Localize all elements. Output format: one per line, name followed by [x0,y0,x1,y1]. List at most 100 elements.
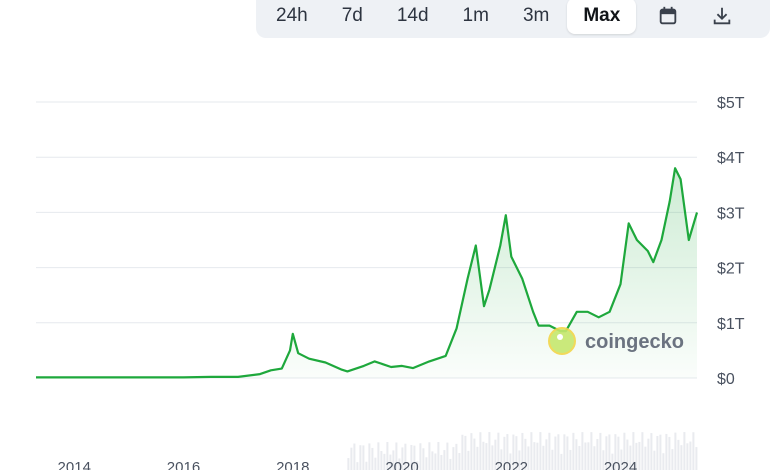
volume-bar [572,432,575,470]
volume-bar [371,447,374,470]
volume-bar [638,441,641,470]
volume-bar [695,447,698,470]
volume-bar [413,445,416,470]
volume-bar [356,462,359,470]
volume-bar [521,432,524,470]
volume-bar [473,438,476,470]
volume-bar [392,450,395,470]
volume-bar [422,448,425,470]
volume-bar [374,457,377,470]
volume-bar [404,443,407,470]
volume-bar [590,432,593,470]
volume-bar [617,436,620,470]
volume-bar [626,439,629,470]
y-tick-label: $3T [717,205,745,222]
tab-24h[interactable]: 24h [276,5,308,26]
volume-bar [461,434,464,470]
volume-bar [608,434,611,470]
volume-bar [512,434,515,470]
volume-bar [488,432,491,470]
x-axis: 2014 2016 2018 2020 2022 2024 [58,459,638,470]
volume-bar [527,446,530,470]
volume-bar [359,445,362,470]
volume-bar [614,434,617,470]
tab-7d[interactable]: 7d [341,5,363,26]
volume-bar [689,441,692,470]
tab-14d[interactable]: 14d [396,5,429,26]
volume-bar [548,432,551,470]
volume-bar [635,442,638,470]
y-tick-label: $4T [717,150,745,167]
x-tick-label: 2018 [276,459,309,470]
volume-bar [455,443,458,470]
volume-bar [464,435,467,470]
volume-bar [518,450,521,470]
x-tick-label: 2024 [604,459,637,470]
volume-bar [566,436,569,470]
volume-bar [497,432,500,470]
calendar-icon [660,6,677,25]
volume-bar [368,443,371,470]
volume-bar [686,443,689,470]
tab-1m[interactable]: 1m [462,5,489,26]
volume-bar [545,439,548,470]
download-icon [714,7,731,25]
volume-bar [530,432,533,470]
volume-bar [650,433,653,470]
volume-bar [479,432,482,470]
volume-bar [458,453,461,470]
volume-bar [677,439,680,470]
volume-bar [632,432,635,470]
volume-bar [410,444,413,470]
download-button[interactable] [698,0,746,34]
volume-bar [605,436,608,470]
volume-bar [587,442,590,470]
volume-bar [692,432,695,470]
volume-bar [578,445,581,470]
volume-bars [347,432,698,470]
volume-bar [482,441,485,470]
volume-bar [398,458,401,470]
timeframe-toolbar: 24h 7d 14d 1m 3m Max [256,0,770,38]
volume-bar [671,449,674,470]
tab-3m[interactable]: 3m [522,5,550,26]
volume-bar [428,442,431,470]
volume-bar [353,443,356,470]
volume-bar [536,442,539,470]
volume-bar [623,432,626,470]
volume-bar [620,449,623,470]
calendar-button[interactable] [644,0,692,34]
volume-bar [491,445,494,470]
volume-bar [437,442,440,470]
y-tick-label: $5T [717,95,745,112]
volume-bar [509,453,512,470]
volume-bar [641,432,644,470]
volume-bar [362,445,365,470]
x-tick-label: 2022 [495,459,528,470]
volume-bar [656,436,659,470]
volume-bar [440,454,443,470]
volume-bar [500,449,503,470]
volume-bar [431,451,434,470]
volume-bar [401,447,404,470]
volume-bar [350,447,353,470]
volume-bar [593,446,596,470]
volume-bar [665,433,668,470]
x-tick-label: 2020 [385,459,418,470]
volume-bar [449,458,452,470]
volume-bar [485,443,488,470]
volume-bar [383,453,386,470]
y-tick-label: $0 [717,371,735,388]
volume-bar [644,446,647,470]
volume-bar [386,442,389,470]
series-line [36,167,699,379]
tab-max[interactable]: Max [567,0,637,34]
volume-bar [602,450,605,470]
volume-bar [494,439,497,470]
volume-bar [524,438,527,470]
x-tick-label: 2014 [58,459,91,470]
volume-bar [659,434,662,470]
volume-bar [470,433,473,470]
volume-bar [584,442,587,470]
